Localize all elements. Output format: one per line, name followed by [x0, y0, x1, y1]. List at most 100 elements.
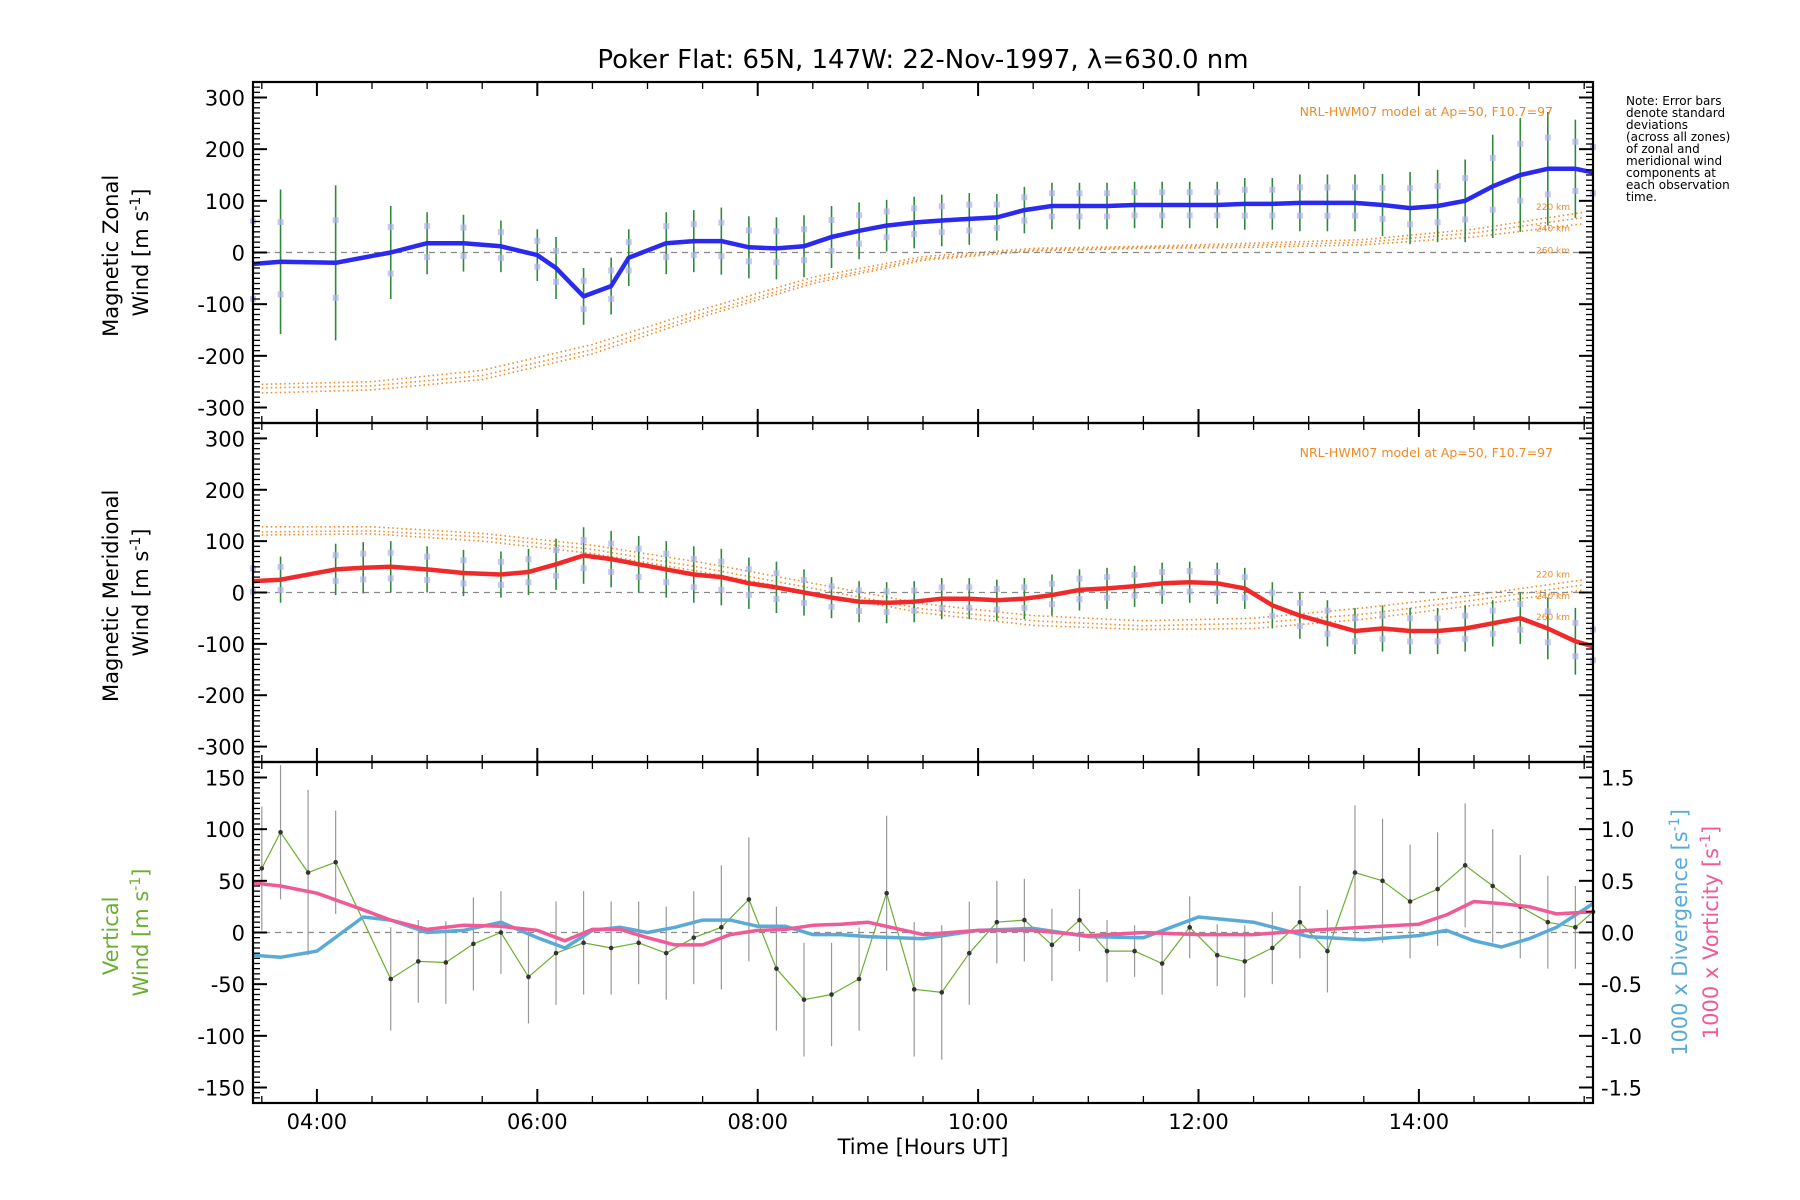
data-point [746, 897, 752, 902]
zone-marker [424, 254, 431, 261]
data-point [1435, 886, 1440, 892]
zone-marker [1076, 190, 1083, 197]
zone-marker [1324, 630, 1331, 637]
zone-marker [1076, 596, 1083, 603]
zone-marker [332, 217, 339, 224]
zone-marker [625, 267, 632, 274]
data-point [259, 866, 265, 871]
zone-marker [718, 586, 725, 593]
error-bars [250, 527, 1596, 678]
zone-marker [1351, 615, 1358, 622]
zone-marker [1489, 154, 1496, 161]
x-tick-label: 14:00 [1389, 1110, 1450, 1134]
zone-marker [1351, 184, 1358, 191]
zone-marker [856, 240, 863, 247]
y2-tick-label: 0.5 [1601, 870, 1634, 894]
y2-tick-label: 0.0 [1601, 922, 1634, 946]
zone-marker [1269, 612, 1276, 619]
zone-marker [1214, 568, 1221, 575]
zone-marker [800, 576, 807, 583]
zone-marker [883, 609, 890, 616]
note-line: denote standard [1626, 106, 1725, 120]
zone-marker [883, 234, 890, 241]
zone-marker [1048, 190, 1055, 197]
zone-marker [1379, 184, 1386, 191]
y2-vort-close: ] [1699, 826, 1723, 834]
zone-marker [1241, 212, 1248, 219]
y-tick-label: -100 [197, 293, 245, 317]
zone-marker [1434, 219, 1441, 226]
data-point [553, 950, 559, 956]
error-bars [261, 765, 1594, 1060]
zone-marker [1021, 604, 1028, 611]
zone-marker [745, 227, 752, 234]
model-altitude-labels: 220 km 240 km 260 km [1536, 571, 1570, 623]
zone-marker [883, 208, 890, 215]
zone-marker [1131, 189, 1138, 196]
model-curve [261, 211, 1585, 386]
y-label-line1: Magnetic Meridional [99, 490, 123, 702]
data-point [1573, 925, 1578, 930]
y-tick-label: -200 [197, 345, 245, 369]
zone-marker [966, 201, 973, 208]
zone-marker [1517, 197, 1524, 204]
model-label: NRL-HWM07 model at Ap=50, F10.7=97 [1300, 104, 1553, 119]
zone-marker [1324, 184, 1331, 191]
y-label-line1: Magnetic Zonal [99, 175, 123, 337]
zone-marker [938, 229, 945, 236]
zone-marker [525, 556, 532, 563]
zone-marker [1104, 190, 1111, 197]
data-point [608, 945, 614, 951]
zone-marker [856, 212, 863, 219]
zone-marker [1214, 189, 1221, 196]
data-point [1490, 883, 1496, 889]
y-tick-label: -300 [197, 397, 245, 421]
zone-marker [911, 587, 918, 594]
zone-marker [1379, 612, 1386, 619]
zone-marker [1186, 567, 1193, 574]
zone-marker [1407, 185, 1414, 192]
zone-marker [497, 229, 504, 236]
x-tick-label: 08:00 [727, 1110, 788, 1134]
zone-marker [460, 580, 467, 587]
zone-marker [1434, 615, 1441, 622]
data-point [911, 987, 917, 992]
zone-marker [553, 247, 560, 254]
zone-marker [1131, 592, 1138, 599]
zone-marker [1324, 212, 1331, 219]
axis-ticks: -150 -100 -50 0 50 100 150 -1.5 -1.0 -0.5 0.0 0.5 1.… [197, 761, 1642, 1134]
y-axis-label: Magnetic Meridional Wind [m s-1] [99, 483, 153, 702]
zone-marker [1048, 580, 1055, 587]
zone-marker [828, 603, 835, 610]
panel-zonal: -300 -200 -100 0 100 200 300 Poker Flat: 65N, … [99, 45, 1730, 425]
y-label-line2: Wind [m s [129, 891, 153, 997]
zone-marker [966, 604, 973, 611]
data-point [1407, 899, 1413, 904]
zone-marker [1269, 589, 1276, 596]
zone-marker [1572, 619, 1579, 626]
model-altitude-labels: 220 km 240 km 260 km [1536, 203, 1570, 256]
zone-marker [553, 278, 560, 285]
zone-marker [773, 259, 780, 266]
zone-marker [690, 221, 697, 228]
zone-marker [1296, 212, 1303, 219]
zone-marker [580, 306, 587, 313]
zone-marker [1186, 212, 1193, 219]
zone-marker [663, 550, 670, 557]
zone-marker [745, 591, 752, 598]
y-label-close: ] [129, 189, 153, 197]
data-point [581, 940, 586, 946]
chart-title: Poker Flat: 65N, 147W: 22-Nov-1997, λ=63… [597, 45, 1248, 75]
note-line: Note: Error bars [1626, 94, 1721, 108]
y2-tick-label: 1.5 [1601, 767, 1634, 791]
model-alt-220: 220 km [1536, 203, 1570, 213]
y-tick-label: 0 [232, 242, 245, 266]
zone-marker [360, 576, 367, 583]
zone-marker [580, 565, 587, 572]
zone-marker [387, 575, 394, 582]
zone-marker [745, 566, 752, 573]
zone-marker [387, 549, 394, 556]
zone-marker [993, 606, 1000, 613]
data-point [1049, 942, 1055, 948]
data-point [278, 829, 283, 835]
